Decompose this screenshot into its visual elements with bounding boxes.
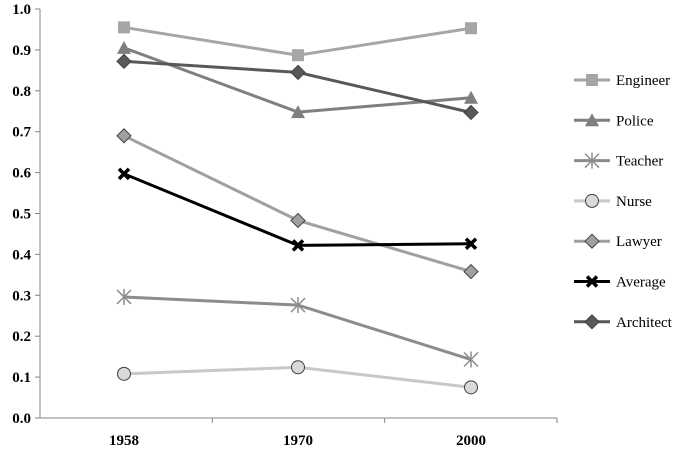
architect-point [116, 53, 132, 70]
nurse-point [464, 380, 478, 395]
lawyer-point [463, 263, 479, 280]
series-nurse [117, 360, 478, 395]
y-tick-label: 0.5 [12, 207, 31, 223]
y-tick-label: 0.8 [12, 84, 31, 100]
legend-label: Lawyer [616, 234, 662, 250]
x-tick-label: 1958 [109, 433, 139, 449]
legend-item-teacher: Teacher [574, 152, 663, 170]
legend-item-lawyer: Lawyer [574, 233, 662, 250]
teacher-point [463, 351, 479, 368]
architect-point [290, 64, 306, 81]
police-point [291, 105, 305, 119]
y-tick-label: 0.7 [12, 125, 31, 141]
engineer-point [118, 21, 130, 34]
average-point [464, 237, 478, 251]
engineer-point [292, 49, 304, 62]
legend-item-average: Average [574, 275, 666, 291]
series-engineer [118, 21, 477, 62]
y-tick-label: 0.2 [12, 329, 31, 345]
legend-swatch-marker [584, 233, 600, 249]
y-tick-label: 0.3 [12, 288, 31, 304]
average-point [291, 239, 305, 252]
lawyer-point [116, 128, 132, 144]
legend-item-architect: Architect [574, 314, 673, 331]
legend-label: Nurse [616, 194, 652, 210]
police-point [117, 40, 131, 54]
series-architect [116, 53, 479, 121]
x-tick-label: 2000 [456, 433, 486, 449]
teacher-point [290, 297, 306, 314]
legend-label: Architect [616, 315, 673, 331]
x-axis-ticks: 1958 1970 2000 [109, 418, 558, 449]
legend-swatch-marker [584, 314, 600, 330]
legend-label: Teacher [616, 154, 663, 170]
average-point [117, 167, 131, 181]
y-tick-label: 1.0 [12, 2, 31, 18]
legend-label: Police [616, 113, 654, 129]
police-point [464, 90, 478, 104]
nurse-point [291, 360, 305, 375]
y-tick-label: 0.6 [12, 166, 31, 182]
average-line [123, 172, 472, 247]
nurse-point [117, 366, 131, 381]
engineer-point [465, 22, 477, 35]
series-average [117, 167, 478, 252]
series-layer [116, 21, 479, 395]
legend-item-engineer: Engineer [574, 73, 670, 89]
series-teacher [116, 288, 479, 368]
architect-point [463, 104, 479, 121]
legend-swatch-marker [585, 275, 599, 288]
lawyer-line [123, 134, 472, 274]
legend-label: Average [616, 275, 666, 291]
y-tick-label: 0.4 [12, 247, 31, 263]
teacher-point [116, 288, 132, 305]
legend-label: Engineer [616, 73, 670, 89]
legend-swatch-marker [585, 113, 599, 127]
legend-item-police: Police [574, 113, 654, 129]
series-police [117, 40, 478, 119]
legend-swatch-marker [584, 152, 600, 169]
x-tick-label: 1970 [283, 433, 313, 449]
legend: Engineer Police Teacher Nurse Lawyer Average A… [574, 73, 673, 331]
y-axis-ticks: 0.0 0.1 0.2 0.3 0.4 0.5 0.6 0.7 0.8 0.9 1.0 [12, 2, 40, 427]
y-tick-label: 0.0 [12, 411, 31, 427]
legend-swatch-marker [586, 74, 598, 86]
lawyer-point [290, 212, 306, 229]
y-tick-label: 0.1 [12, 370, 31, 386]
y-tick-label: 0.9 [12, 43, 31, 59]
legend-swatch-marker [585, 193, 599, 208]
series-lawyer [116, 128, 479, 280]
legend-item-nurse: Nurse [574, 193, 652, 210]
